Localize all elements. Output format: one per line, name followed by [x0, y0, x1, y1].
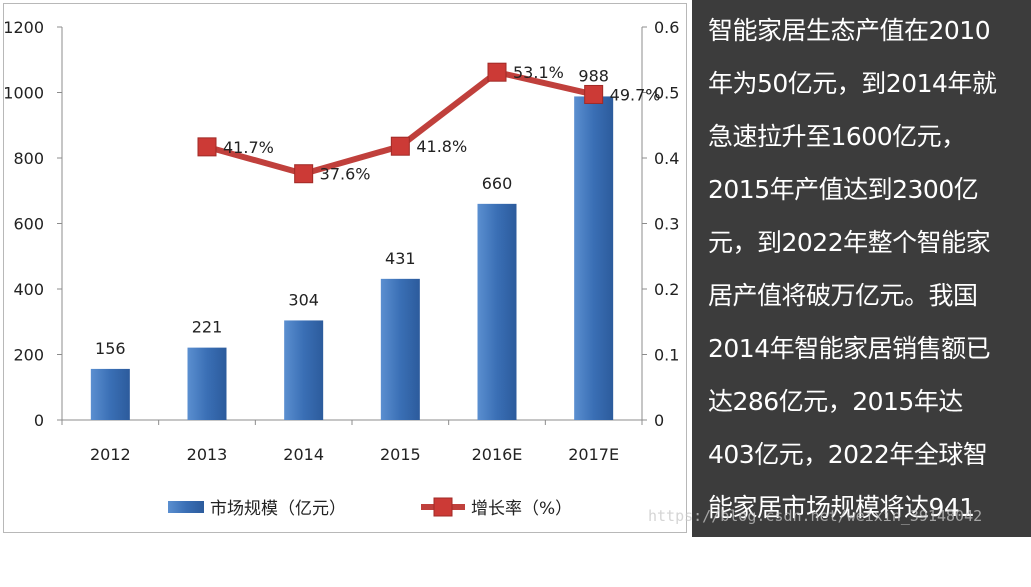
line-data-label: 53.1%: [513, 63, 564, 82]
legend-bar-label: 市场规模（亿元）: [210, 499, 346, 519]
y-left-tick-label: 200: [13, 346, 44, 365]
text-line: 智能家居生态产值在2010: [708, 16, 991, 45]
x-tick-label: 2013: [187, 445, 228, 464]
text-line: 2014年智能家居销售额已: [708, 334, 991, 363]
bar: [380, 278, 420, 420]
x-tick-label: 2017E: [568, 445, 619, 464]
bar-data-label: 988: [578, 66, 609, 85]
x-tick-label: 2016E: [472, 445, 523, 464]
y-left-tick-label: 800: [13, 149, 44, 168]
y-left-tick-label: 400: [13, 280, 44, 299]
y-left-tick-label: 0: [34, 411, 44, 430]
chart-panel: 0 200 400 600 800 1000 1200 0 0.1 0.2 0.3 0.4 0.5 0.6…: [3, 3, 687, 533]
text-line: 年为50亿元，到2014年就: [708, 69, 997, 98]
line-marker: [294, 164, 314, 184]
text-line: 居产值将破万亿元。我国: [708, 281, 978, 310]
bar: [574, 96, 614, 421]
y-right-tick-label: 0.1: [654, 346, 679, 365]
text-panel: 智能家居生态产值在2010 年为50亿元，到2014年就 急速拉升至1600亿元…: [692, 0, 1031, 575]
bar: [187, 347, 227, 420]
watermark-text: https://blog.csdn.net/weixin_39148042: [648, 507, 983, 525]
y-left-tick-label: 1000: [3, 84, 44, 103]
x-tick-label: 2012: [90, 445, 131, 464]
x-tick-label: 2014: [283, 445, 324, 464]
legend-line-label: 增长率（%）: [471, 499, 572, 519]
y-left-tick-label: 600: [13, 215, 44, 234]
line-data-label: 41.7%: [223, 138, 274, 157]
bar: [477, 203, 517, 420]
line-marker: [197, 137, 217, 157]
growth-rate-line: [206, 69, 595, 177]
line-marker: [390, 136, 410, 156]
y-left-tick-label: 1200: [3, 18, 44, 37]
bar-data-label: 304: [288, 290, 319, 309]
line-data-label: 41.8%: [416, 137, 467, 156]
market-size-chart: 0 200 400 600 800 1000 1200 0 0.1 0.2 0.3 0.4 0.5 0.6…: [3, 18, 679, 519]
text-line: 达286亿元，2015年达: [708, 387, 963, 416]
bar-data-label: 156: [95, 339, 126, 358]
y-right-tick-label: 0.6: [654, 18, 679, 37]
line-marker: [584, 84, 604, 104]
line-marker: [487, 62, 507, 82]
line-data-label: 37.6%: [320, 165, 371, 184]
text-line: 亿美元，前景广阔。: [708, 546, 929, 575]
bar-data-label: 431: [385, 249, 416, 268]
text-line: 2015年产值达到2300亿: [708, 175, 979, 204]
chart-frame: [3, 3, 687, 533]
text-line: 元，到2022年整个智能家: [708, 228, 991, 257]
y-right-tick-label: 0.2: [654, 280, 679, 299]
line-data-label: 49.7%: [610, 85, 661, 104]
y-right-tick-label: 0.5: [654, 84, 679, 103]
legend-line-marker: [433, 497, 453, 517]
legend-bar-swatch: [168, 501, 204, 513]
text-line: 能家居市场规模将达941: [708, 493, 975, 522]
text-line: 403亿元，2022年全球智: [708, 440, 988, 469]
bar-data-label: 221: [192, 318, 223, 337]
y-right-tick-label: 0.3: [654, 215, 679, 234]
y-right-tick-label: 0: [654, 411, 664, 430]
bar-data-label: 660: [482, 174, 513, 193]
bar: [284, 320, 324, 420]
text-line: 急速拉升至1600亿元，: [708, 122, 966, 151]
bar: [90, 368, 130, 420]
x-tick-label: 2015: [380, 445, 421, 464]
y-right-tick-label: 0.4: [654, 149, 679, 168]
